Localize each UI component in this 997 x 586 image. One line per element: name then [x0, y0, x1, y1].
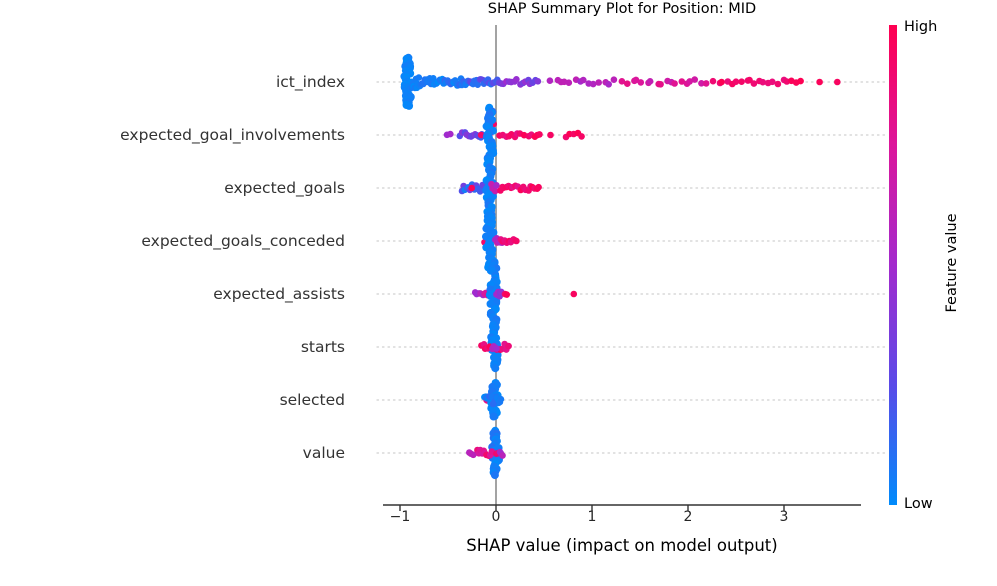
shap-dot	[637, 79, 645, 86]
shap-dot	[624, 80, 631, 87]
shap-dot	[595, 79, 602, 86]
shap-dot	[578, 133, 585, 140]
x-tick-label: 1	[587, 509, 597, 525]
shap-dot	[797, 77, 804, 85]
feature-label: expected_goal_involvements	[120, 126, 345, 144]
shap-dot	[759, 78, 767, 86]
shap-dot	[610, 76, 618, 83]
shap-dot	[769, 78, 776, 86]
shap-dot	[746, 76, 753, 84]
shap-dot	[491, 187, 499, 195]
colorbar-title: Feature value	[944, 213, 960, 313]
shap-dot	[589, 80, 597, 88]
feature-label: value	[302, 444, 345, 462]
shap-dot	[534, 78, 542, 85]
shap-dot	[570, 290, 578, 298]
x-tick-label: −1	[389, 509, 411, 525]
shap-dot	[691, 76, 698, 83]
shap-dot	[750, 80, 758, 87]
colorbar-low-label: Low	[904, 496, 933, 512]
shap-dot	[546, 77, 554, 84]
x-tick-label: 3	[779, 509, 789, 525]
shap-dot	[489, 412, 498, 421]
shap-dot	[671, 80, 678, 87]
shap-dot	[580, 76, 587, 84]
shap-dot	[477, 131, 485, 139]
shap-dot	[499, 452, 506, 459]
shap-dot	[678, 78, 686, 85]
feature-label: expected_goals_conceded	[141, 232, 345, 250]
shap-dot	[834, 78, 841, 86]
shap-dot	[605, 81, 612, 88]
shap-dot	[702, 80, 710, 87]
shap-dot	[503, 291, 511, 298]
shap-dot	[738, 78, 745, 85]
shap-dot	[505, 342, 512, 350]
shap-dot	[565, 79, 573, 86]
shap-dot	[497, 395, 505, 403]
shap-dot	[709, 77, 717, 85]
shap-dot	[470, 451, 477, 459]
x-tick-label: 0	[491, 509, 501, 525]
shap-dot	[646, 78, 654, 85]
feature-label: selected	[279, 391, 345, 409]
feature-label: expected_assists	[213, 285, 345, 303]
x-tick-label: 2	[683, 509, 693, 525]
shap-dot	[513, 76, 520, 83]
shap-dot	[618, 78, 626, 85]
shap-dot	[732, 78, 740, 85]
shap-dot	[415, 74, 423, 81]
shap-dot	[535, 183, 542, 191]
shap-dot	[536, 131, 543, 138]
feature-label: ict_index	[275, 73, 345, 91]
colorbar-gradient	[889, 25, 897, 505]
feature-label: expected_goals	[224, 179, 345, 197]
shap-dot	[490, 471, 499, 480]
shap-dot	[686, 78, 693, 85]
shap-dot	[493, 182, 500, 189]
shap-dot	[493, 345, 500, 352]
chart-title: SHAP Summary Plot for Position: MID	[487, 1, 757, 17]
shap-dot	[468, 184, 476, 192]
shap-dot	[774, 80, 782, 88]
feature-label: starts	[300, 338, 345, 356]
x-axis-label: SHAP value (impact on model output)	[466, 536, 778, 555]
shap-dot	[718, 78, 725, 86]
colorbar-high-label: High	[904, 19, 938, 35]
shap-dot	[430, 75, 437, 82]
shap-dot	[447, 130, 454, 138]
shap-dot	[657, 81, 664, 88]
shap-dot	[405, 101, 414, 110]
shap-dot	[547, 131, 554, 139]
shap-dot	[474, 81, 482, 88]
shap-dot	[816, 78, 823, 86]
shap-dot	[513, 237, 520, 245]
shap-dot	[698, 80, 705, 87]
shap-dot	[491, 354, 499, 362]
shap-dot	[491, 364, 500, 373]
